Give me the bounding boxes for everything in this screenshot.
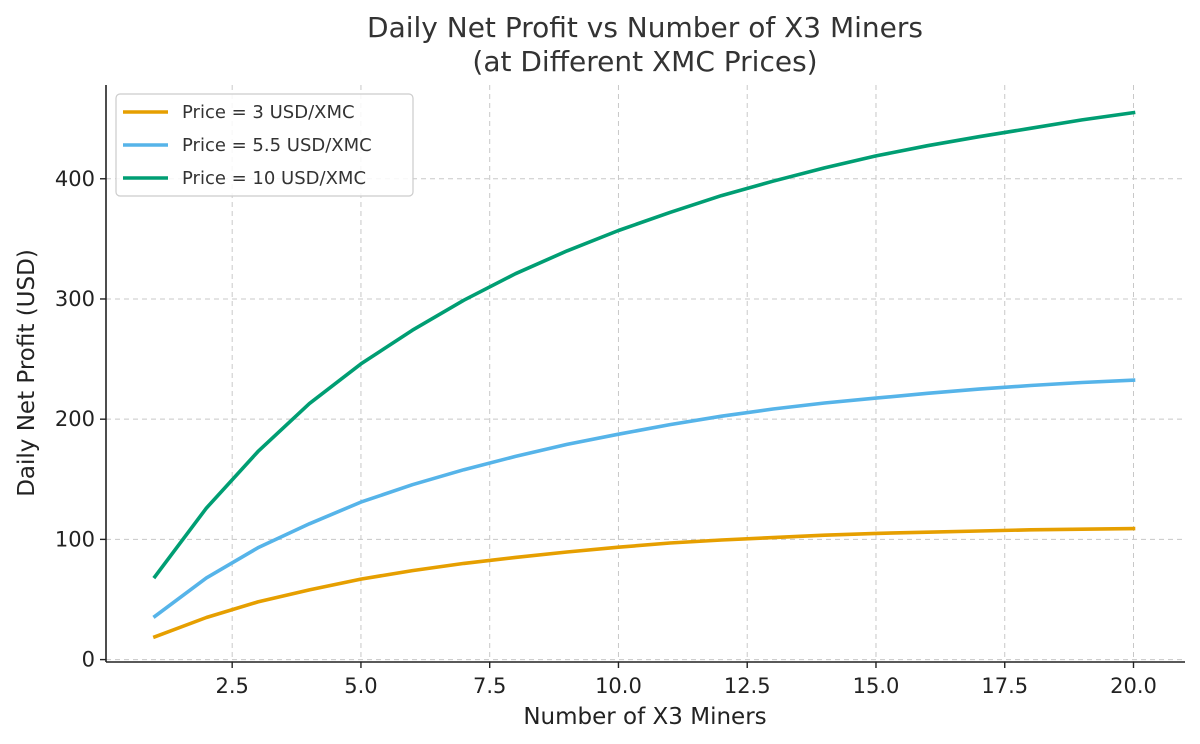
series-lines [152, 110, 1136, 640]
y-tick-label: 300 [55, 287, 95, 311]
y-tick-label: 100 [55, 527, 95, 551]
legend-label-1: Price = 3 USD/XMC [182, 102, 355, 123]
x-tick-label: 20.0 [1110, 674, 1157, 698]
x-tick-label: 7.5 [473, 674, 506, 698]
x-tick-label: 15.0 [853, 674, 900, 698]
series-line-1 [152, 526, 1136, 640]
x-tick-label: 10.0 [595, 674, 642, 698]
x-tick-label: 17.5 [981, 674, 1028, 698]
axes [100, 85, 1185, 668]
y-tick-label: 200 [55, 407, 95, 431]
legend-label-2: Price = 5.5 USD/XMC [182, 135, 372, 156]
x-axis-label: Number of X3 Miners [523, 704, 766, 730]
y-axis-label: Daily Net Profit (USD) [14, 249, 40, 497]
legend: Price = 3 USD/XMC Price = 5.5 USD/XMC Pric… [115, 93, 414, 197]
series-line-2 [152, 378, 1136, 619]
chart-title: Daily Net Profit vs Number of X3 Miners … [367, 11, 923, 78]
x-tick-label: 12.5 [724, 674, 771, 698]
legend-label-3: Price = 10 USD/XMC [182, 168, 366, 189]
y-tick-label: 0 [82, 648, 95, 672]
x-tick-label: 5.0 [344, 674, 377, 698]
chart-title-line-1: Daily Net Profit vs Number of X3 Miners [367, 11, 923, 44]
y-tick-label: 400 [55, 167, 95, 191]
chart-title-line-2: (at Different XMC Prices) [472, 45, 817, 78]
grid [106, 85, 1185, 662]
x-tick-label: 2.5 [215, 674, 248, 698]
series-line-3 [152, 110, 1136, 580]
legend-box [115, 93, 414, 197]
tick-labels: 2.5 5.0 7.5 10.0 12.5 15.0 17.5 20.0 0 100 200 300 4… [55, 167, 1157, 698]
